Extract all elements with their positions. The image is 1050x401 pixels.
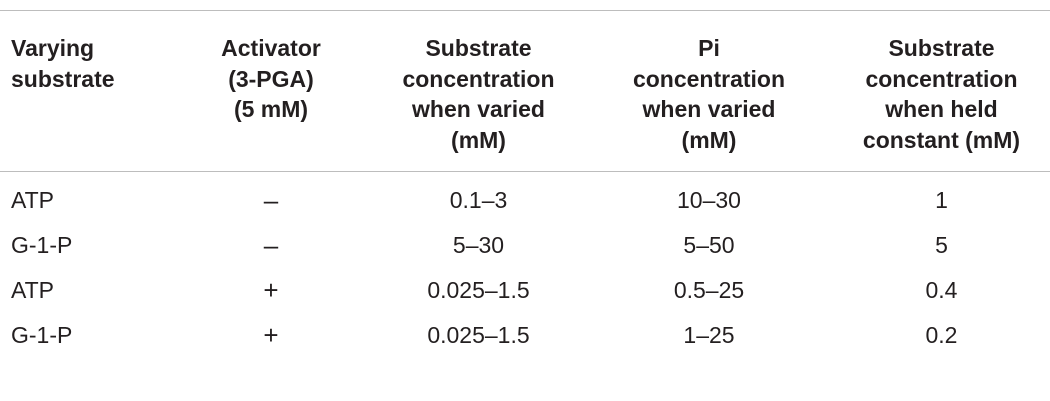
table-header: Varying substrate Activator (3-PGA) (5 m… [0,10,1050,172]
table-row: G-1-P – 5–30 5–50 5 [0,223,1050,268]
cell-substrate-concentration-constant: 1 [935,187,948,213]
cell-pi-concentration-varied: 0.5–25 [673,277,745,303]
cell-pi-concentration-varied: 1–25 [683,322,735,348]
cell-pi-concentration-varied: 5–50 [683,232,735,258]
cell-varying-substrate: G-1-P [11,232,73,258]
data-table: Varying substrate Activator (3-PGA) (5 m… [0,10,1050,358]
cell-substrate-concentration-varied: 0.025–1.5 [427,322,530,348]
table-row: ATP + 0.025–1.5 0.5–25 0.4 [0,268,1050,313]
header-substrate-concentration-varied: Substrate concentration when varied (mM) [402,35,555,153]
header-row: Varying substrate Activator (3-PGA) (5 m… [0,10,1050,172]
cell-activator: + [263,320,279,350]
cell-substrate-concentration-varied: 0.1–3 [449,187,508,213]
cell-substrate-concentration-varied: 0.025–1.5 [427,277,530,303]
header-pi-concentration-varied: Pi concentration when varied (mM) [632,35,786,153]
cell-activator: – [263,230,279,260]
cell-activator: + [263,275,279,305]
header-varying-substrate: Varying substrate [11,35,115,92]
header-activator: Activator (3-PGA) (5 mM) [221,35,321,122]
cell-substrate-concentration-constant: 0.2 [925,322,958,348]
table-body: ATP – 0.1–3 10–30 1 G-1-P – 5–30 5–50 5 … [0,172,1050,359]
cell-substrate-concentration-constant: 0.4 [925,277,958,303]
cell-pi-concentration-varied: 10–30 [677,187,741,213]
table-row: ATP – 0.1–3 10–30 1 [0,172,1050,224]
cell-substrate-concentration-constant: 5 [935,232,948,258]
cell-varying-substrate: ATP [11,277,55,303]
cell-varying-substrate: G-1-P [11,322,73,348]
cell-substrate-concentration-varied: 5–30 [452,232,505,258]
header-substrate-concentration-constant: Substrate concentration when held consta… [862,35,1021,153]
cell-varying-substrate: ATP [11,187,55,213]
table-row: G-1-P + 0.025–1.5 1–25 0.2 [0,313,1050,358]
cell-activator: – [263,185,279,215]
